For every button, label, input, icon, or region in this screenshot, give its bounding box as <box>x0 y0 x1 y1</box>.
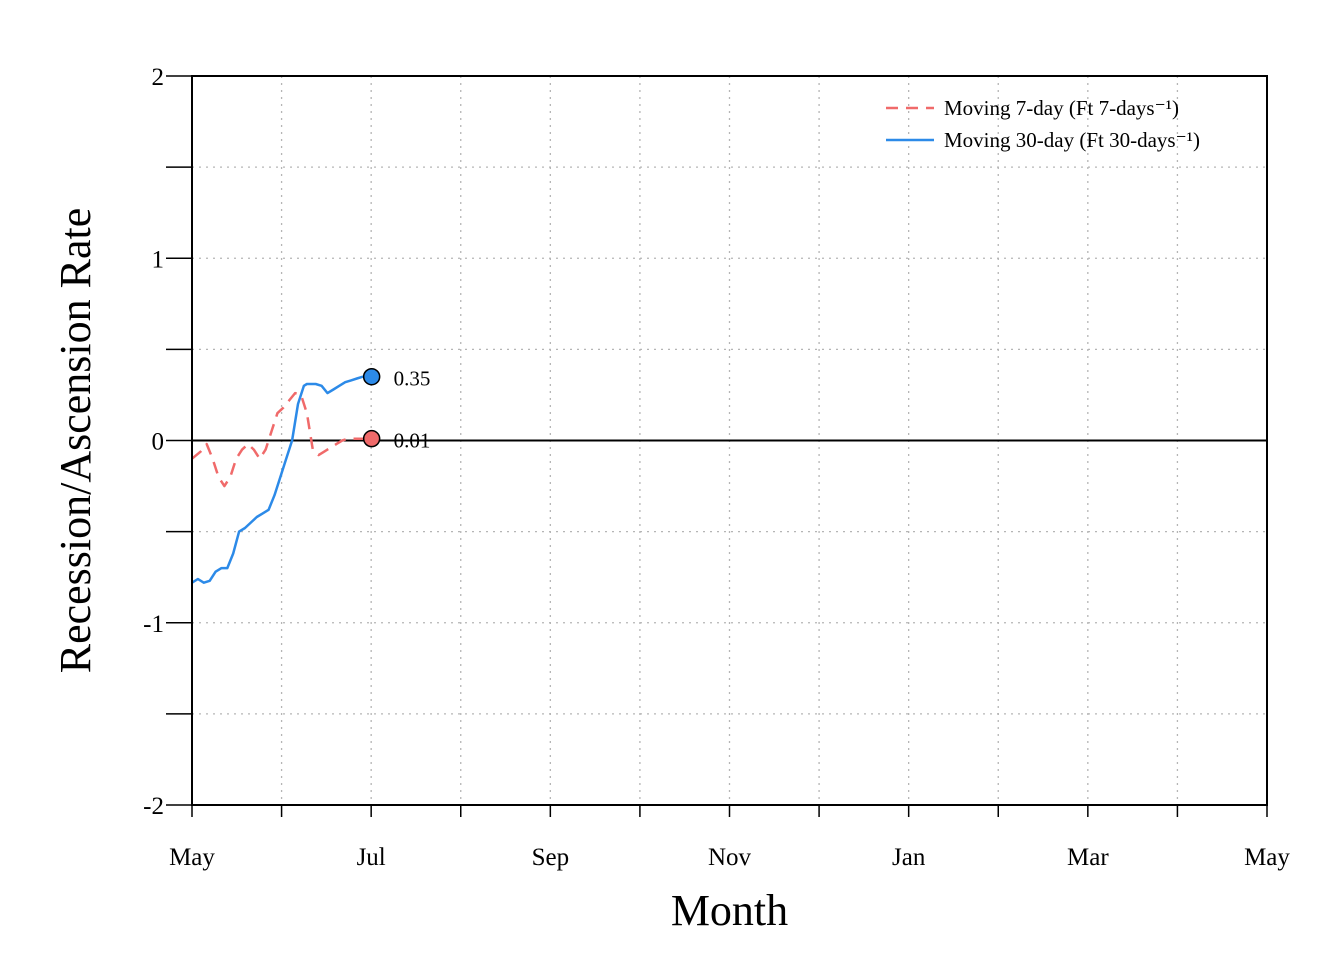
end-point-marker <box>362 367 381 386</box>
y-axis-title: Recession/Ascension Rate <box>51 208 100 674</box>
x-tick-label: Jan <box>892 844 926 871</box>
legend-label: Moving 7-day (Ft 7-days⁻¹) <box>944 96 1179 120</box>
y-tick-label: 2 <box>152 64 165 91</box>
x-tick-label: May <box>1244 844 1290 871</box>
end-point-markers: 0.35 0.01 <box>362 367 431 453</box>
end-point-label: 0.01 <box>394 429 431 453</box>
end-point-marker <box>362 429 381 448</box>
series-line <box>191 391 372 488</box>
x-tick-label: Sep <box>532 844 570 871</box>
series-layer <box>191 375 372 584</box>
series-line <box>191 375 372 584</box>
x-axis: May Jul Sep Nov Jan Mar May <box>169 805 1290 871</box>
end-point-label: 0.35 <box>394 367 431 391</box>
y-tick-label: -1 <box>143 611 164 638</box>
x-tick-label: Mar <box>1067 844 1109 871</box>
legend-label: Moving 30-day (Ft 30-days⁻¹) <box>944 128 1200 152</box>
x-tick-label: Jul <box>357 844 386 871</box>
x-tick-label: May <box>169 844 215 871</box>
legend: Moving 7-day (Ft 7-days⁻¹) Moving 30-day … <box>886 96 1200 152</box>
y-tick-label: 0 <box>152 429 165 456</box>
x-tick-label: Nov <box>708 844 752 871</box>
y-axis: -2 -1 0 1 2 <box>143 64 192 820</box>
x-axis-title: Month <box>671 886 788 935</box>
y-tick-label: 1 <box>152 246 165 273</box>
y-tick-label: -2 <box>143 793 164 820</box>
